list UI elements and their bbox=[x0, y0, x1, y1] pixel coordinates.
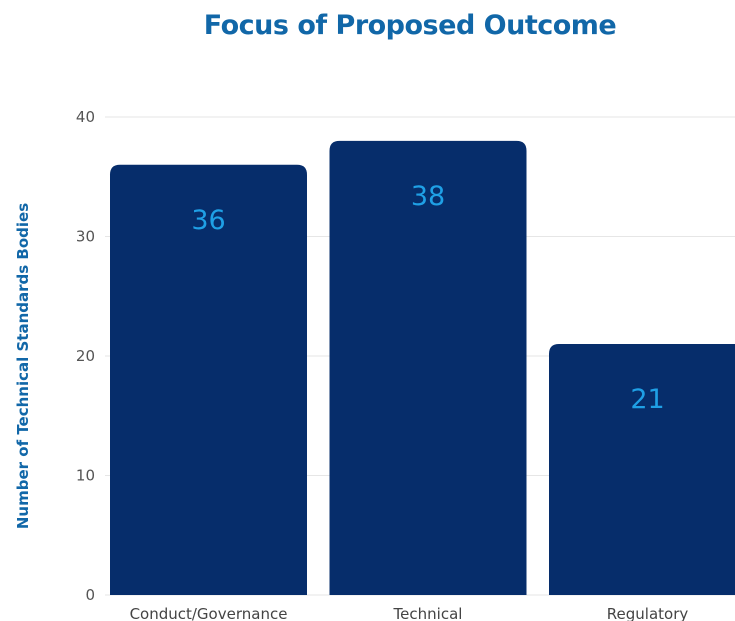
bar-value-label: 36 bbox=[191, 205, 225, 236]
bar-regulatory bbox=[549, 344, 735, 595]
y-tick-label: 10 bbox=[76, 467, 95, 485]
x-category-label: Conduct/Governance bbox=[130, 605, 288, 621]
bar-conduct-governance bbox=[110, 164, 307, 596]
y-tick-label: 30 bbox=[76, 228, 95, 246]
bar-value-label: 38 bbox=[411, 181, 445, 212]
y-axis-label: Number of Technical Standards Bodies bbox=[14, 203, 32, 529]
bar-value-label: 21 bbox=[630, 384, 664, 415]
x-category-label: Regulatory bbox=[607, 605, 689, 621]
y-tick-label: 0 bbox=[85, 586, 95, 604]
y-tick-label: 20 bbox=[76, 347, 95, 365]
y-tick-label: 40 bbox=[76, 108, 95, 126]
bar-technical bbox=[329, 140, 527, 595]
x-category-label: Technical bbox=[393, 605, 463, 621]
chart-title: Focus of Proposed Outcome bbox=[203, 10, 617, 41]
